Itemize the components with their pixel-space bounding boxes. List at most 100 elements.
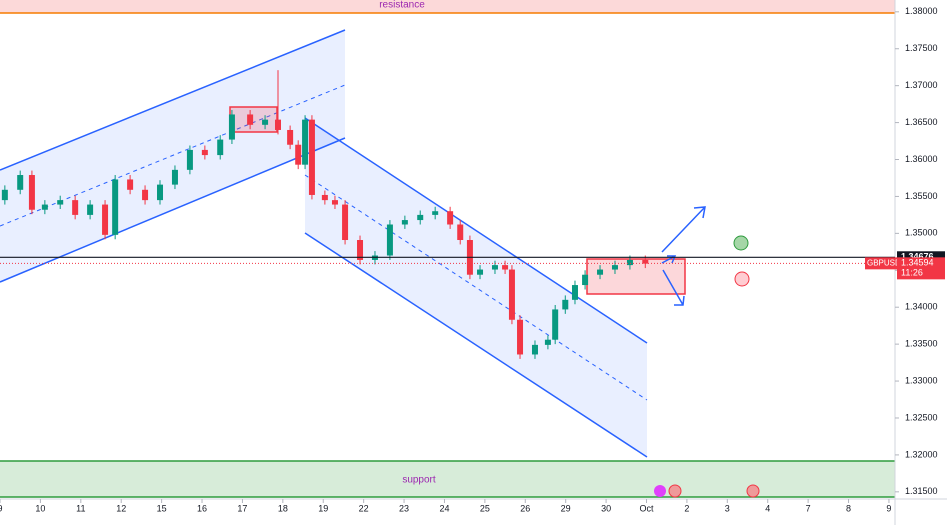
candle-body: [357, 240, 364, 260]
channel-mid: [0, 84, 346, 227]
y-tick-label: 1.33000: [905, 375, 938, 385]
x-tick-label: Oct: [639, 503, 654, 513]
x-tick-label: 24: [439, 503, 449, 513]
x-tick-label: 11: [76, 503, 85, 513]
candle-body: [247, 114, 254, 125]
arrow-down: [662, 269, 685, 306]
event-icon[interactable]: [654, 485, 666, 497]
candle-body: [642, 259, 649, 264]
candle-body: [28, 175, 35, 210]
candle-body: [102, 204, 109, 235]
y-tick-label: 1.36500: [905, 117, 938, 127]
channel-line: [0, 137, 346, 283]
x-tick-label: 26: [520, 503, 530, 513]
candle-body: [186, 149, 193, 170]
x-tick-label: 16: [197, 503, 207, 513]
resistance-zone: [0, 0, 895, 13]
candle-body: [544, 339, 551, 345]
candle-body: [127, 179, 134, 190]
candle-body: [477, 269, 484, 275]
x-tick-label: 30: [601, 503, 611, 513]
event-icon[interactable]: [746, 484, 760, 498]
candle-body: [308, 119, 315, 195]
candle-body: [287, 129, 294, 145]
candle-body: [331, 200, 338, 205]
annotation: support: [402, 475, 436, 486]
y-tick-label: 1.36000: [905, 154, 938, 164]
support-zone: [0, 461, 895, 497]
channel-line: [0, 29, 346, 171]
y-tick-label: 1.35500: [905, 191, 938, 201]
y-tick-label: 1.37000: [905, 80, 938, 90]
arrows: [661, 206, 706, 306]
candle-body: [582, 274, 589, 286]
x-tick-label: 7: [806, 503, 811, 513]
symbol-box: [865, 257, 897, 270]
x-tick-label: 17: [237, 503, 247, 513]
channel-line: [304, 117, 648, 344]
symbol-label: GBPUSD: [867, 258, 901, 267]
candle-body: [72, 200, 79, 215]
y-tick-label: 1.32500: [905, 412, 938, 422]
candle-body: [626, 259, 633, 266]
x-tick-label: 25: [480, 503, 490, 513]
arrow-up: [661, 206, 706, 253]
channel-line: [304, 232, 648, 458]
y-tick-label: 1.33500: [905, 339, 938, 349]
x-tick-label: 4: [765, 503, 770, 513]
x-tick-label: 2: [684, 503, 689, 513]
candle-body: [447, 211, 454, 225]
price-label: 1.34676: [901, 252, 934, 262]
candle-body: [401, 220, 408, 225]
candle-body: [157, 184, 164, 201]
channel-fill: [305, 118, 647, 457]
candle-body: [17, 175, 24, 190]
x-tick-label: 23: [399, 503, 409, 513]
y-tick-label: 1.38000: [905, 6, 938, 16]
plot: 1.38000 1.37500 1.37000 1.36500 1.36000 1.355…: [0, 6, 945, 513]
x-tick-label: 3: [725, 503, 730, 513]
current-price-label: 1.34594: [901, 258, 934, 268]
y-tick-label: 1.31500: [905, 486, 938, 496]
candle-body: [321, 194, 328, 201]
range-box: [586, 258, 686, 295]
x-tick-label: 19: [318, 503, 328, 513]
candle-body: [552, 309, 559, 340]
candle-body: [502, 265, 509, 270]
x-tick-label: 9: [886, 503, 891, 513]
candle-body: [508, 269, 515, 320]
range-box: [229, 106, 278, 133]
signal-circle: [733, 235, 749, 251]
candle-body: [491, 265, 498, 270]
candle-body: [417, 214, 424, 221]
event-icon[interactable]: [668, 484, 682, 498]
candle-body: [262, 119, 269, 125]
x-tick-label: 10: [35, 503, 45, 513]
candle-body: [342, 204, 349, 241]
candle-body: [386, 224, 393, 256]
candle-body: [571, 285, 578, 300]
annotation: resistance: [379, 0, 425, 11]
candle-body: [1, 189, 8, 201]
y-tick-label: 1.35000: [905, 228, 938, 238]
x-tick-label: 12: [116, 503, 126, 513]
candle-body: [517, 319, 524, 355]
x-tick-label: 9: [0, 503, 3, 513]
y-tick-label: 1.32000: [905, 449, 938, 459]
candle-body: [87, 204, 94, 215]
candle-body: [432, 211, 439, 215]
candle-body: [217, 139, 224, 156]
candle-body: [112, 179, 119, 235]
candle-body: [295, 144, 302, 165]
candle-body: [611, 265, 618, 270]
x-tick-label: 29: [561, 503, 571, 513]
x-tick-label: 15: [157, 503, 167, 513]
x-tick-label: 8: [846, 503, 851, 513]
candle-body: [171, 169, 178, 185]
x-tick-label: 22: [359, 503, 369, 513]
candle-body: [457, 224, 464, 241]
candle-body: [228, 114, 235, 140]
